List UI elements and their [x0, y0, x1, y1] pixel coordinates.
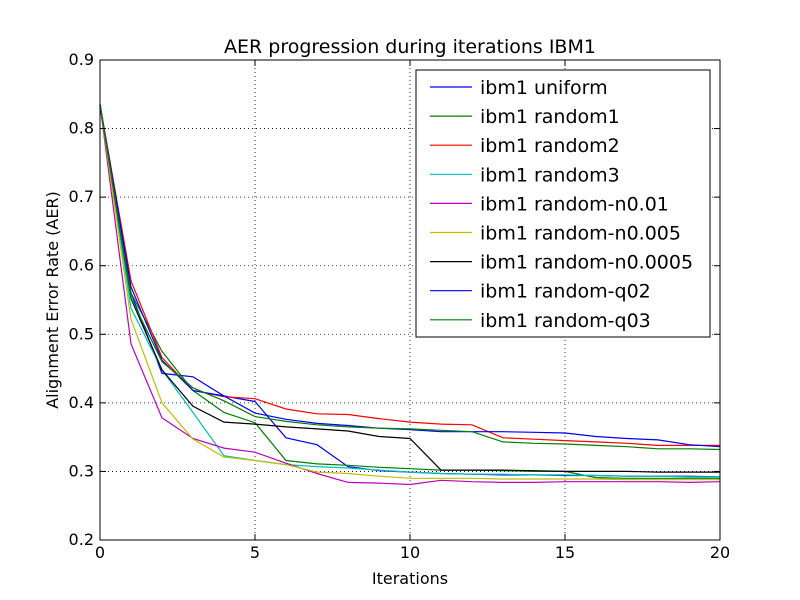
legend-label: ibm1 random-n0.01 — [480, 193, 669, 215]
x-axis-label: Iterations — [372, 569, 448, 588]
x-tick-label: 0 — [95, 543, 105, 562]
y-tick-label: 0.7 — [69, 187, 94, 206]
y-axis-label: Alignment Error Rate (AER) — [43, 191, 62, 409]
legend: ibm1 uniform ibm1 random1 ibm1 random2 ibm1… — [415, 69, 711, 338]
series-line-1 — [99, 104, 720, 479]
legend-label: ibm1 uniform — [480, 77, 608, 99]
y-tick-label: 0.5 — [69, 324, 94, 343]
legend-label: ibm1 random-q03 — [480, 310, 651, 332]
legend-label: ibm1 random-n0.0005 — [480, 252, 693, 274]
x-tick-label: 10 — [400, 543, 420, 562]
y-tick-label: 0.8 — [69, 119, 94, 138]
legend-label: ibm1 random2 — [480, 135, 620, 157]
series-line-5 — [99, 104, 720, 481]
y-tick-label: 0.3 — [69, 461, 94, 480]
x-tick-label: 5 — [250, 543, 260, 562]
y-tick-label: 0.9 — [69, 50, 94, 69]
y-tick-label: 0.2 — [69, 530, 94, 549]
legend-label: ibm1 random-q02 — [480, 281, 651, 303]
chart-title: AER progression during iterations IBM1 — [224, 36, 596, 58]
legend-label: ibm1 random3 — [480, 164, 620, 186]
series-lines — [99, 104, 721, 486]
axis-ticks: 0 5 10 15 20 0.2 0.3 0.4 0.5 0.6 0.7 0.8 0.9 — [69, 50, 731, 562]
x-tick-label: 20 — [710, 543, 730, 562]
x-tick-label: 15 — [555, 543, 575, 562]
series-line-6 — [99, 104, 720, 473]
series-line-8 — [99, 104, 721, 451]
legend-label: ibm1 random-n0.005 — [480, 223, 681, 245]
legend-label: ibm1 random1 — [480, 106, 620, 128]
series-line-3 — [99, 104, 720, 478]
y-tick-label: 0.4 — [69, 393, 94, 412]
y-tick-label: 0.6 — [69, 256, 94, 275]
series-line-4 — [99, 104, 721, 486]
